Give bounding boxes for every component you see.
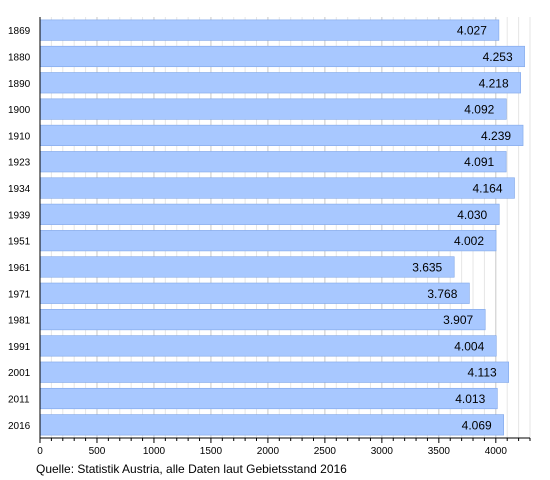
x-tick-label-3000: 3000 xyxy=(371,446,394,457)
x-tick-label-1000: 1000 xyxy=(143,446,166,457)
category-label-1890: 1890 xyxy=(8,79,31,90)
axes: 1869 1880 1890 1900 1910 1923 1934 1939 1951 1961… xyxy=(8,17,531,457)
value-label-1880: 4.253 xyxy=(483,50,513,64)
value-label-1934: 4.164 xyxy=(472,182,502,196)
value-label-1900: 4.092 xyxy=(464,103,494,117)
bar-1971 xyxy=(39,282,470,304)
value-label-1939: 4.030 xyxy=(457,208,487,222)
category-label-2001: 2001 xyxy=(8,368,31,379)
x-tick-label-2500: 2500 xyxy=(314,446,337,457)
bar-1910 xyxy=(39,124,524,146)
bar-1991 xyxy=(39,335,497,357)
x-tick-label-0: 0 xyxy=(37,446,43,457)
category-label-1971: 1971 xyxy=(8,289,31,300)
bar-1923 xyxy=(39,151,507,173)
category-label-2011: 2011 xyxy=(8,395,30,406)
category-label-1939: 1939 xyxy=(8,210,31,221)
value-label-2011: 4.013 xyxy=(455,392,485,406)
value-label-1910: 4.239 xyxy=(481,129,511,143)
bar-1934 xyxy=(39,177,515,199)
x-tick-label-500: 500 xyxy=(89,446,106,457)
bar-1890 xyxy=(39,72,521,94)
bar-1951 xyxy=(39,230,497,252)
bar-2016 xyxy=(39,414,504,436)
value-label-1890: 4.218 xyxy=(479,76,509,90)
category-label-1869: 1869 xyxy=(8,26,31,37)
value-label-1981: 3.907 xyxy=(443,313,473,327)
bar-1869 xyxy=(39,19,500,41)
bar-1981 xyxy=(39,309,486,331)
value-label-1961: 3.635 xyxy=(412,260,442,274)
category-label-1910: 1910 xyxy=(8,131,31,142)
x-tick-label-2000: 2000 xyxy=(257,446,280,457)
value-label-1923: 4.091 xyxy=(464,155,494,169)
value-label-2016: 4.069 xyxy=(462,418,492,432)
bar-1961 xyxy=(39,256,455,278)
category-label-1934: 1934 xyxy=(8,184,31,195)
value-label-1869: 4.027 xyxy=(457,24,487,38)
category-label-1991: 1991 xyxy=(8,342,31,353)
category-label-1961: 1961 xyxy=(8,263,31,274)
x-tick-label-1500: 1500 xyxy=(200,446,223,457)
value-label-2001: 4.113 xyxy=(468,366,497,380)
category-label-1951: 1951 xyxy=(8,237,31,248)
value-label-1951: 4.002 xyxy=(454,234,484,248)
bar-1939 xyxy=(39,203,500,225)
x-tick-label-3500: 3500 xyxy=(428,446,451,457)
bar-2001 xyxy=(39,361,509,383)
source-note: Quelle: Statistik Austria, alle Daten la… xyxy=(36,462,347,476)
category-label-2016: 2016 xyxy=(8,421,31,432)
x-tick-label-4000: 4000 xyxy=(485,446,508,457)
bars: 4.027 4.253 4.218 4.092 4.239 4.091 4.164 4.030… xyxy=(39,19,525,436)
category-label-1880: 1880 xyxy=(8,52,31,63)
value-label-1971: 3.768 xyxy=(427,287,457,301)
value-label-1991: 4.004 xyxy=(454,339,484,353)
category-label-1923: 1923 xyxy=(8,158,31,169)
bar-2011 xyxy=(39,387,498,410)
bar-1900 xyxy=(39,98,507,120)
bar-1880 xyxy=(39,45,525,68)
category-label-1981: 1981 xyxy=(8,316,31,327)
category-label-1900: 1900 xyxy=(8,105,31,116)
